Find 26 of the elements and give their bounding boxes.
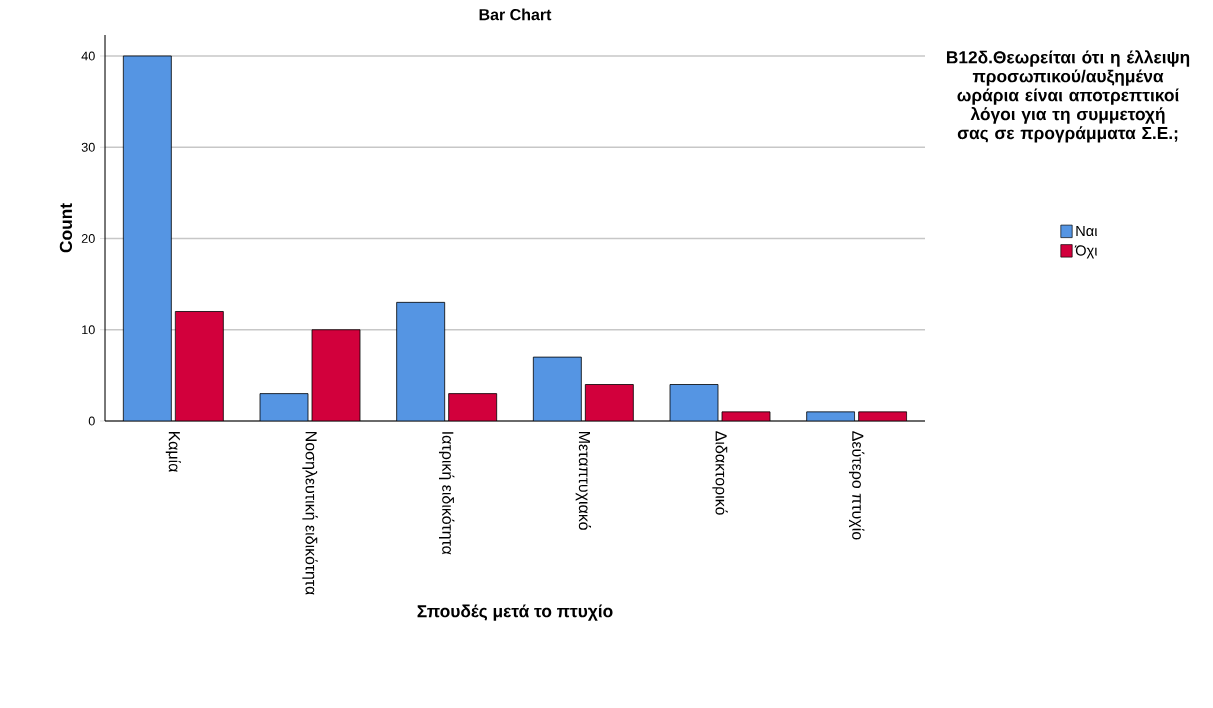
bar: [312, 329, 360, 421]
x-tick-label: Ιατρική ειδικότητα: [438, 432, 455, 555]
bar: [585, 384, 634, 421]
y-tick-label: 40: [81, 51, 95, 61]
x-tick-label: Καμία: [165, 432, 181, 472]
bar: [396, 302, 445, 421]
legend-label: Ναι: [1076, 225, 1098, 237]
bar: [533, 357, 582, 421]
y-tick-label: 20: [81, 234, 95, 243]
x-tick-label: Δεύτερο πτυχίο: [848, 431, 865, 540]
y-axis-title: Count: [59, 203, 73, 253]
y-tick-label: 30: [81, 142, 95, 152]
bar: [670, 384, 719, 421]
bar: [175, 311, 224, 421]
legend-label: Όχι: [1074, 245, 1098, 259]
y-tick-label: 0: [88, 416, 95, 426]
x-tick-label: Νοσηλευτική ειδικότητα: [302, 432, 318, 595]
y-tick-label: 10: [82, 325, 95, 335]
x-tick-label: Διδακτορικό: [712, 431, 728, 515]
legend-title: Β12δ.Θεωρείται ότι η έλλειψη προσωπικού/αυξημένα ωράρια είναι αποτρεπτικοί λόγοι για τη συμμετοχή σας σε προγράμματα Σ.Ε.;: [947, 50, 1190, 143]
bar: [260, 393, 309, 421]
x-tick-label: Μεταπτυχιακό: [575, 432, 592, 530]
bar: [448, 393, 497, 421]
x-axis-title: Σπουδές μετά το πτυχίο: [417, 604, 613, 621]
bar: [123, 55, 172, 421]
chart-title: Bar Chart: [479, 8, 552, 21]
